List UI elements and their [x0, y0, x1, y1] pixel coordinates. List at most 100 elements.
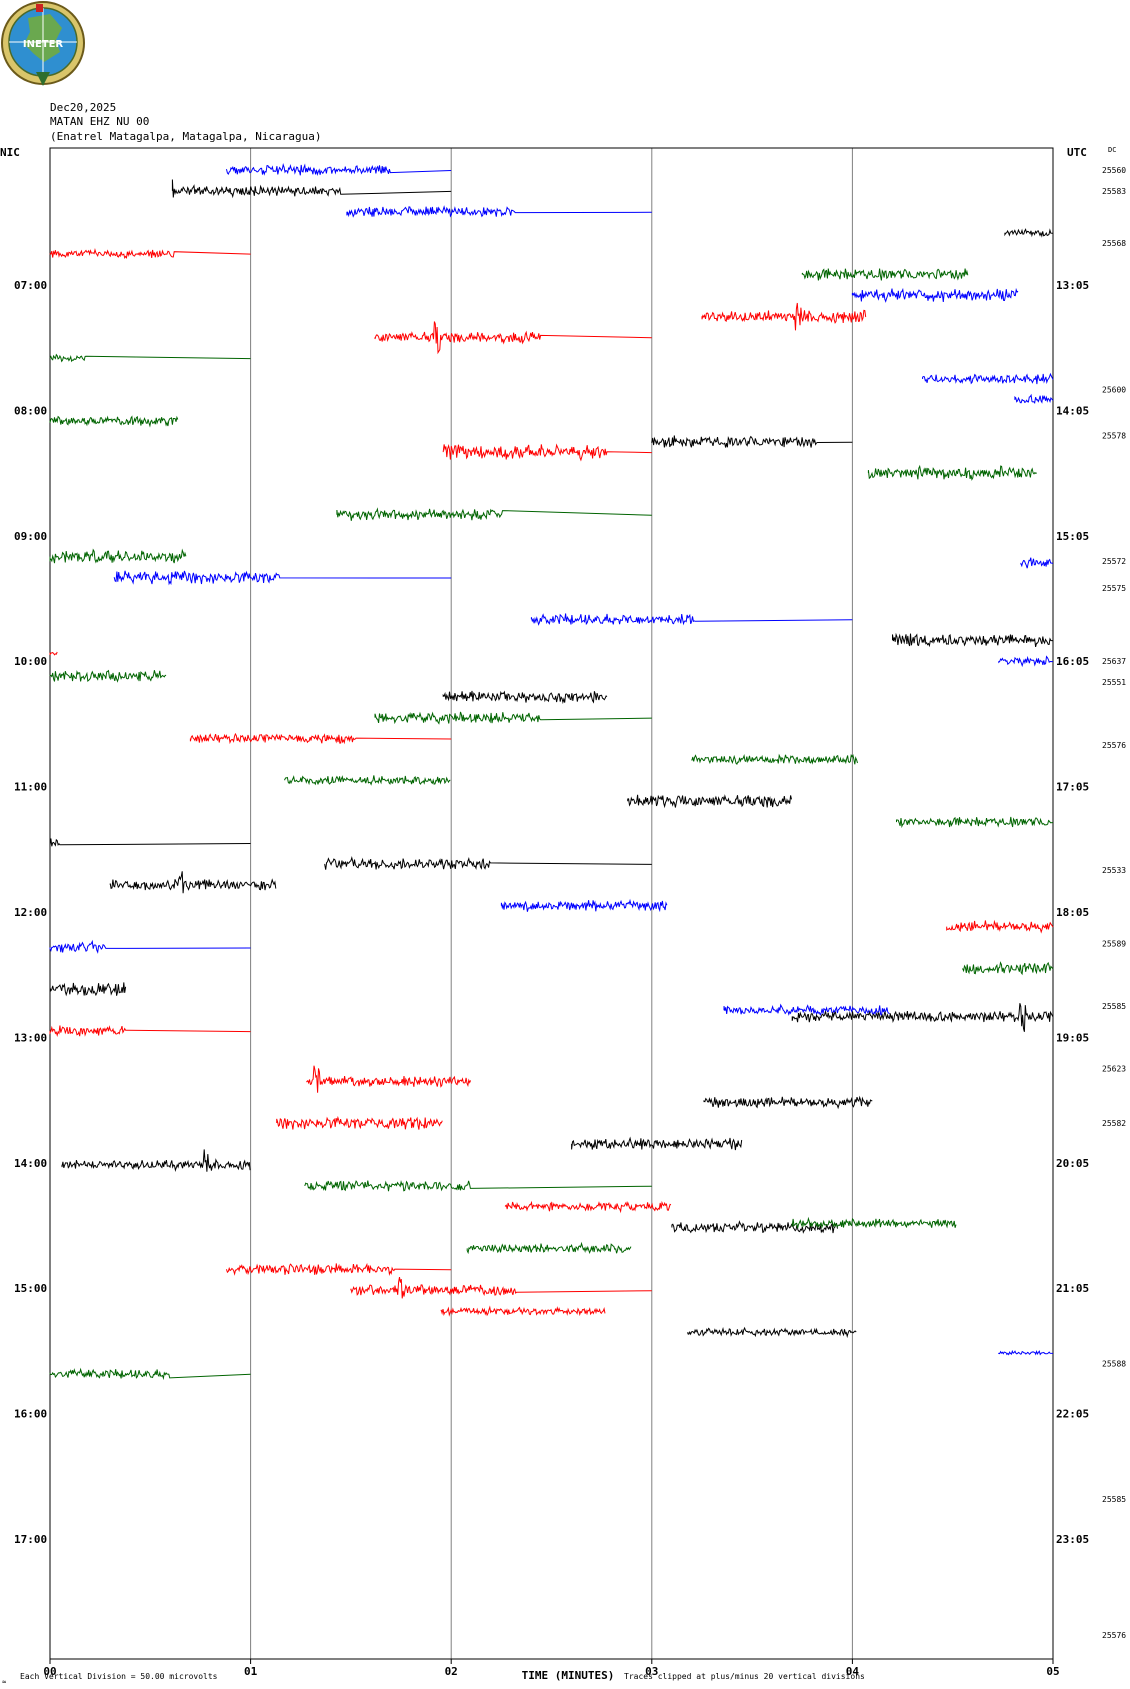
dc-value: 25568 [1102, 239, 1126, 248]
footer-clip-note: Traces clipped at plus/minus 20 vertical… [624, 1672, 865, 1681]
nic-time-label: 07:00 [14, 279, 47, 292]
utc-time-label: 16:05 [1056, 655, 1089, 668]
seismic-trace-red [946, 919, 1054, 934]
footer-corner-mark: ≈ [2, 1678, 6, 1686]
seismic-trace-green [49, 415, 179, 428]
dc-value: 25589 [1102, 939, 1126, 948]
nic-time-label: 14:00 [14, 1157, 47, 1170]
seismic-trace-blue [851, 287, 1019, 303]
seismic-trace-red [442, 443, 652, 462]
utc-time-label: 14:05 [1056, 404, 1089, 417]
seismic-trace-blue [226, 162, 452, 177]
utc-time-label: 15:05 [1056, 530, 1089, 543]
seismic-trace-red [350, 1277, 652, 1299]
seismic-trace-green [962, 961, 1054, 976]
x-axis-ticks: 00 01 02 03 04 05 [43, 1659, 1060, 1678]
right-time-ticks: 13:05 14:05 15:05 16:05 17:05 18:05 19:05 20:05… [1056, 279, 1089, 1546]
logo-pendant [36, 72, 50, 86]
seismic-trace-green [896, 816, 1054, 829]
nic-time-label: 10:00 [14, 655, 47, 668]
x-tick-label-03: 03 [645, 1665, 658, 1678]
seismic-trace-green [49, 548, 187, 564]
logo-text: INETER [23, 39, 64, 50]
seismic-trace-green [284, 775, 451, 786]
dc-value: 25600 [1102, 385, 1126, 394]
seismic-trace-black [651, 435, 853, 448]
header-channel: MATAN EHZ NU 00 [50, 115, 149, 128]
seismic-trace-blue [998, 1349, 1054, 1356]
seismic-trace-black [109, 871, 277, 894]
seismic-trace-red [226, 1262, 452, 1276]
seismic-trace-green [791, 1216, 957, 1229]
dc-value: 25560 [1102, 166, 1126, 175]
seismic-trace-black [442, 690, 608, 705]
seismic-trace-red [374, 321, 652, 355]
x-tick-label-01: 01 [244, 1665, 258, 1678]
seismic-trace-black [49, 838, 251, 847]
seismic-trace-red [276, 1115, 443, 1130]
nic-time-label: 17:00 [14, 1533, 47, 1546]
seismic-trace-red [49, 1025, 251, 1037]
dc-value: 25572 [1102, 557, 1126, 566]
utc-time-label: 19:05 [1056, 1031, 1089, 1044]
seismic-trace-red [49, 247, 251, 259]
nic-time-label: 11:00 [14, 781, 47, 794]
nic-time-label: 13:00 [14, 1031, 47, 1044]
right-axis-label: UTC [1067, 146, 1087, 159]
seismic-trace-black [892, 632, 1054, 648]
plot-frame [49, 147, 1054, 1660]
utc-time-label: 21:05 [1056, 1282, 1089, 1295]
seismic-trace-blue [1014, 393, 1054, 404]
nic-time-label: 15:00 [14, 1282, 47, 1295]
seismic-trace-blue [723, 1003, 890, 1017]
x-tick-label-05: 05 [1046, 1665, 1059, 1678]
utc-time-label: 20:05 [1056, 1157, 1089, 1170]
seismic-trace-blue [346, 205, 652, 218]
dc-value: 25575 [1102, 584, 1126, 593]
dc-value: 25585 [1102, 1495, 1126, 1504]
nic-time-label: 16:00 [14, 1408, 47, 1421]
seismic-trace-black [171, 179, 452, 199]
footer-scale-note: Each Vertical Division = 50.00 microvolt… [20, 1672, 218, 1681]
nic-time-label: 08:00 [14, 404, 47, 417]
dc-value: 25551 [1102, 678, 1126, 687]
dc-value: 25533 [1102, 866, 1126, 875]
left-time-ticks: 07:00 08:00 09:00 10:00 11:00 12:00 13:00 14:00… [14, 279, 47, 1546]
seismic-trace-black [703, 1095, 873, 1110]
seismic-trace-black [671, 1220, 838, 1234]
dc-value: 25585 [1102, 1002, 1126, 1011]
seismic-trace-black [324, 855, 652, 870]
seismic-trace-blue [1020, 557, 1054, 569]
seismic-trace-green [801, 268, 969, 281]
seismic-trace-green [691, 753, 858, 765]
seismic-trace-green [867, 464, 1037, 481]
dc-value: 25576 [1102, 741, 1126, 750]
seismic-trace-black [627, 794, 792, 809]
header-date: Dec20,2025 [50, 101, 116, 114]
logo-flag [36, 4, 43, 12]
seismic-trace-blue [922, 372, 1054, 385]
dc-value: 25578 [1102, 431, 1126, 440]
seismic-trace-red [504, 1200, 672, 1214]
seismic-trace-blue [998, 655, 1054, 668]
seismic-trace-green [304, 1180, 652, 1192]
seismic-trace-red [49, 651, 58, 656]
seismic-trace-red [701, 302, 867, 331]
x-tick-label-04: 04 [846, 1665, 860, 1678]
nic-time-label: 09:00 [14, 530, 47, 543]
utc-time-label: 22:05 [1056, 1408, 1089, 1421]
seismic-trace-red [306, 1065, 472, 1093]
dc-values: 25560 25583 25568 25600 25578 25572 25575 25637… [1102, 166, 1126, 1640]
dc-value: 25637 [1102, 657, 1126, 666]
utc-time-label: 17:05 [1056, 781, 1089, 794]
seismic-trace-red [189, 732, 452, 745]
seismic-trace-green [374, 711, 652, 725]
seismic-trace-black [791, 1003, 1054, 1032]
dc-value: 25576 [1102, 1631, 1126, 1640]
ineter-logo: INETER [1, 1, 85, 86]
seismic-trace-green [466, 1241, 632, 1255]
left-axis-label: NIC [0, 146, 20, 159]
seismic-trace-blue [530, 613, 853, 626]
dc-value: 25588 [1102, 1359, 1126, 1368]
seismic-trace-green [336, 507, 652, 521]
